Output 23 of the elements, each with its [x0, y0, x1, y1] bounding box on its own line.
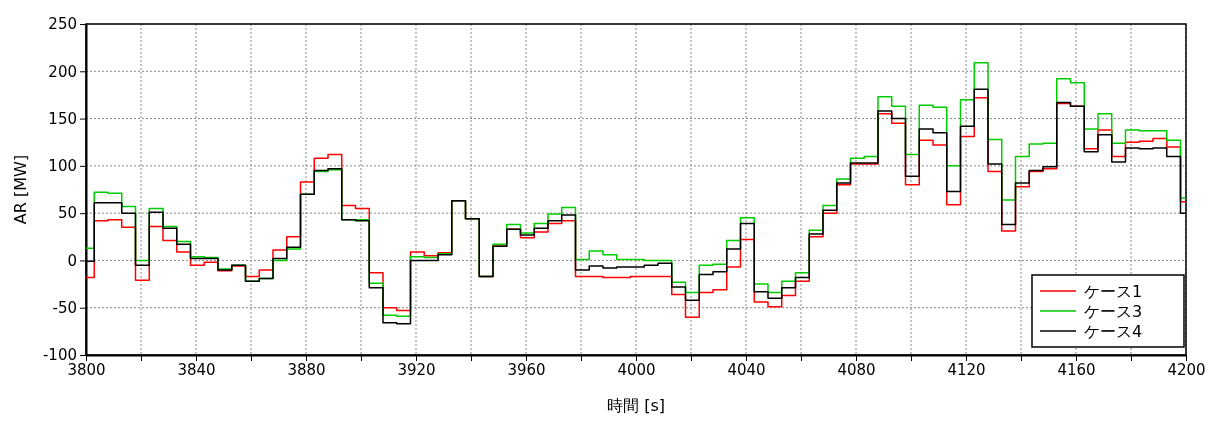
- x-tick-label: 4200: [1167, 360, 1206, 379]
- y-tick-label: 150: [48, 109, 77, 128]
- y-tick-label: 250: [48, 15, 77, 34]
- legend-label: ケース1: [1084, 282, 1143, 301]
- x-tick-label: 3840: [177, 360, 216, 379]
- y-tick-label: 0: [67, 251, 77, 270]
- x-tick-label: 4000: [617, 360, 656, 379]
- x-tick-label: 4040: [727, 360, 766, 379]
- x-tick-label: 3800: [67, 360, 106, 379]
- y-tick-label: -50: [52, 299, 77, 318]
- x-tick-label: 4120: [947, 360, 986, 379]
- x-tick-label: 4160: [1057, 360, 1096, 379]
- legend-label: ケース4: [1084, 322, 1143, 341]
- x-tick-label: 4080: [837, 360, 876, 379]
- x-axis-title: 時間 [s]: [607, 396, 665, 415]
- x-tick-label: 3920: [397, 360, 436, 379]
- y-axis-title: AR [MW]: [11, 154, 30, 225]
- x-tick-label: 3880: [287, 360, 326, 379]
- y-tick-label: 50: [57, 204, 77, 223]
- x-tick-label: 3960: [507, 360, 546, 379]
- legend-label: ケース3: [1084, 302, 1143, 321]
- y-tick-label: 100: [48, 157, 77, 176]
- y-tick-label: 200: [48, 62, 77, 81]
